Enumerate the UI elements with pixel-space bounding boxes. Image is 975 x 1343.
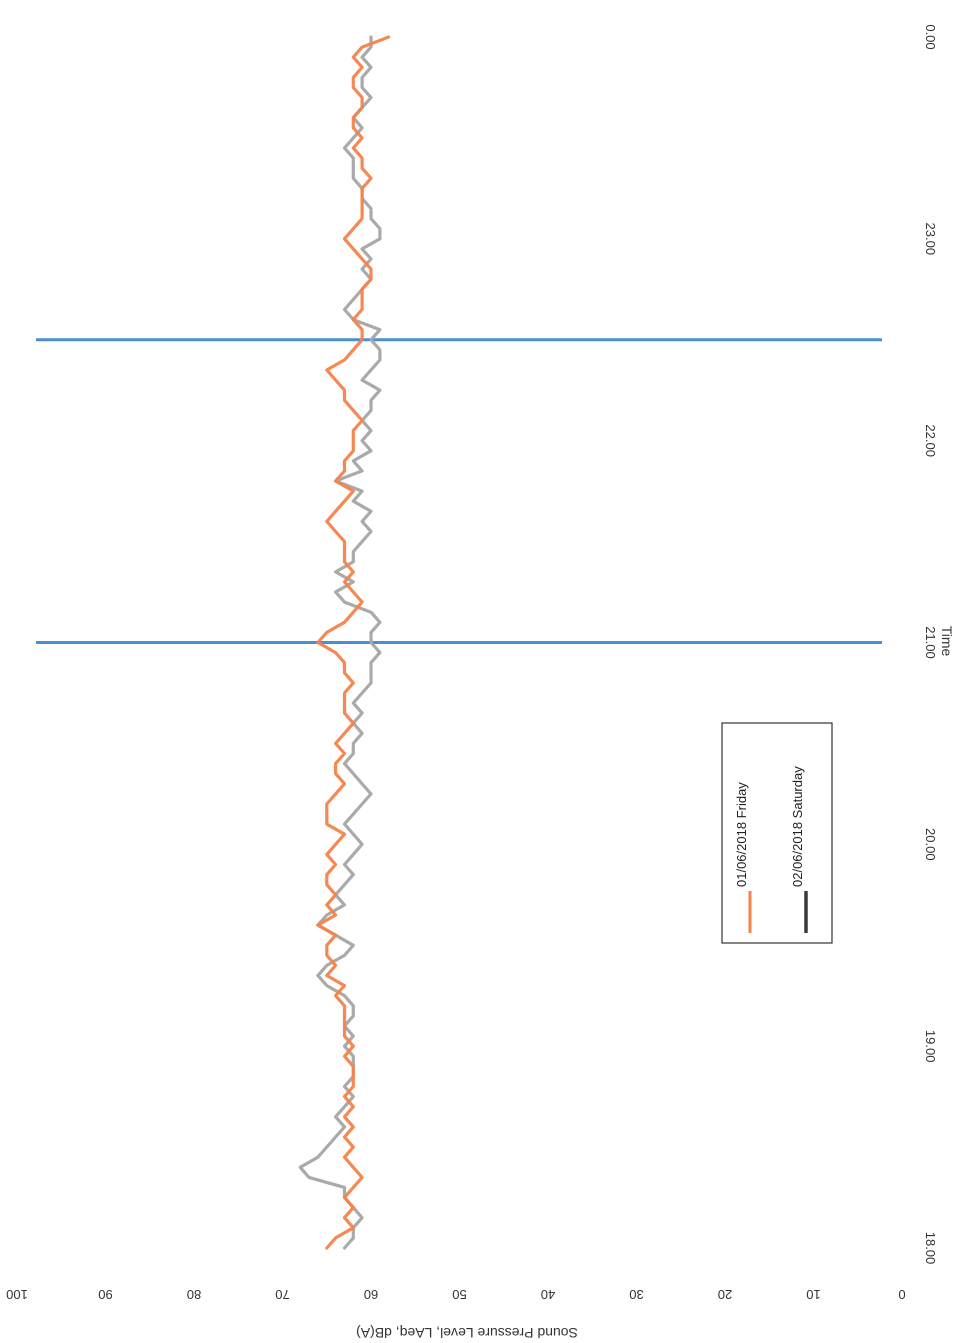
legend-label-friday: 01/06/2018 Friday xyxy=(734,782,749,887)
legend-box xyxy=(721,722,833,944)
x-tick-label: 18.00 xyxy=(923,1232,938,1265)
x-tick-label: 23.00 xyxy=(923,223,938,256)
series-line-0 xyxy=(316,35,391,1250)
x-axis-ticks: 18.00 19.00 20.00 21.00 22.00 23.00 0.00 xyxy=(923,24,938,1264)
legend-label-saturday: 02/06/2018 Saturday xyxy=(790,766,805,887)
vertical-markers xyxy=(36,338,882,644)
y-tick-label: 90 xyxy=(98,1287,112,1302)
y-tick-label: 70 xyxy=(275,1287,289,1302)
legend: 01/06/2018 Friday 02/06/2018 Saturday xyxy=(721,722,833,944)
x-tick-label: 22.00 xyxy=(923,424,938,457)
y-tick-label: 10 xyxy=(806,1287,820,1302)
y-tick-label: 50 xyxy=(452,1287,466,1302)
y-tick-label: 60 xyxy=(364,1287,378,1302)
y-tick-label: 80 xyxy=(187,1287,201,1302)
series-line-1 xyxy=(298,35,382,1250)
x-tick-label: 20.00 xyxy=(923,828,938,861)
x-tick-label: 0.00 xyxy=(923,24,938,49)
y-axis-label: Sound Pressure Level, LAeq, dB(A) xyxy=(356,1325,578,1341)
y-tick-label: 40 xyxy=(541,1287,555,1302)
y-tick-label: 30 xyxy=(629,1287,643,1302)
y-axis-ticks: 0 10 20 30 40 50 60 70 80 90 100 xyxy=(6,1287,905,1302)
y-tick-label: 0 xyxy=(898,1287,905,1302)
x-tick-label: 21.00 xyxy=(923,626,938,659)
x-axis-label: Time xyxy=(939,626,955,657)
y-tick-label: 100 xyxy=(6,1287,28,1302)
series-lines xyxy=(298,35,391,1250)
x-tick-label: 19.00 xyxy=(923,1030,938,1063)
y-tick-label: 20 xyxy=(718,1287,732,1302)
